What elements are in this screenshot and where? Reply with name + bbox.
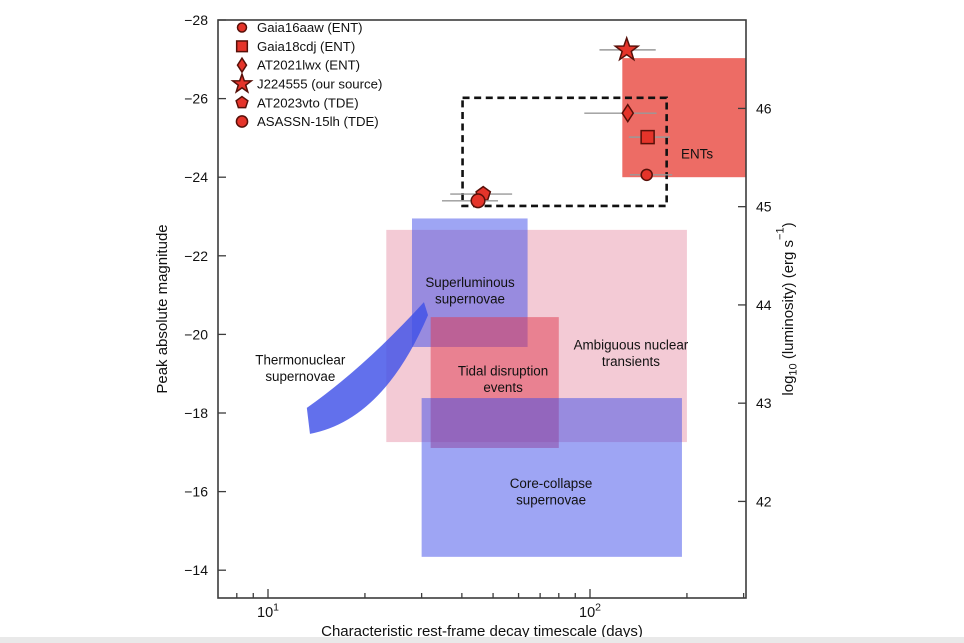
marker-AT2021lwx <box>621 103 635 124</box>
plot-frame <box>217 19 747 599</box>
legend-item: AT2021lwx (ENT) <box>236 56 360 74</box>
legend-item: Gaia16aaw (ENT) <box>236 20 363 35</box>
legend-label: Gaia16aaw (ENT) <box>257 20 363 35</box>
legend-label: ASASSN-15lh (TDE) <box>257 114 379 129</box>
points-layer <box>441 35 673 209</box>
x-tick-label: 102 <box>579 602 601 622</box>
legend: Gaia16aaw (ENT) Gaia18cdj (ENT) AT2021lwx … <box>230 20 382 129</box>
y-axis-label-right: log10 (luminosity) (erg s−1) <box>775 222 800 395</box>
y-tick-label-left: −26 <box>184 91 208 107</box>
region-label-core-collapse-supernovae: Core-collapse supernovae <box>510 476 593 508</box>
region-label-ents: ENTs <box>681 146 713 161</box>
marker-Gaia16aaw <box>640 168 653 182</box>
band-thermonuclear-supernovae <box>306 302 429 434</box>
region-label-thermonuclear-supernovae: Thermonuclear supernovae <box>255 352 346 384</box>
region-core-collapse-supernovae <box>421 398 682 557</box>
legend-marker-square <box>235 40 249 53</box>
x-axis-label: Characteristic rest-frame decay timescal… <box>321 623 643 640</box>
y-tick-label-left: −24 <box>184 169 208 185</box>
legend-marker-circle-large <box>235 115 249 128</box>
region-ents <box>622 58 746 178</box>
region-label-ambiguous-nuclear-transients: Ambiguous nuclear transients <box>574 337 689 369</box>
legend-item: AT2023vto (TDE) <box>235 95 359 110</box>
y-tick-label-right: 42 <box>756 493 772 509</box>
legend-marker-star <box>230 71 254 94</box>
y-tick-label-left: −14 <box>184 562 208 578</box>
legend-item: ASASSN-15lh (TDE) <box>235 114 379 129</box>
dashed-selection-box <box>461 96 668 208</box>
legend-marker-pentagon <box>235 95 249 109</box>
region-label-tidal-disruption-events: Tidal disruption events <box>458 363 548 395</box>
y-tick-label-left: −22 <box>184 248 208 264</box>
y-tick-label-right: 43 <box>756 395 772 411</box>
legend-label: Gaia18cdj (ENT) <box>257 39 355 54</box>
page-bottom-strip <box>0 637 964 643</box>
legend-label: J224555 (our source) <box>257 77 382 92</box>
region-label-superluminous-supernovae: Superluminous supernovae <box>425 275 515 307</box>
y-tick-label-right: 44 <box>756 297 772 313</box>
axes-layer: −28 −26 −24 −22 −20 −18 −16 −14 46 45 44 43 42 101 102… <box>154 12 800 640</box>
y-tick-label-right: 46 <box>756 100 772 116</box>
y-tick-label-right: 45 <box>756 199 772 215</box>
regions-layer <box>306 58 746 557</box>
marker-ASASSN-15lh <box>470 193 486 209</box>
legend-item: Gaia18cdj (ENT) <box>235 39 355 54</box>
marker-Gaia18cdj <box>640 129 655 145</box>
legend-label: AT2023vto (TDE) <box>257 95 359 110</box>
y-tick-label-left: −28 <box>184 12 208 28</box>
region-labels-layer: Ambiguous nuclear transients Superluminous… <box>255 146 713 507</box>
marker-J224555 <box>613 35 641 62</box>
legend-marker-circle-small <box>236 22 248 33</box>
legend-marker-diamond <box>236 56 248 74</box>
y-tick-label-left: −18 <box>184 405 208 421</box>
y-tick-label-left: −16 <box>184 484 208 500</box>
y-tick-label-left: −20 <box>184 326 208 342</box>
x-tick-label: 101 <box>257 602 279 622</box>
legend-item: J224555 (our source) <box>230 71 382 94</box>
y-axis-label-left: Peak absolute magnitude <box>154 224 171 393</box>
legend-label: AT2021lwx (ENT) <box>257 58 360 73</box>
